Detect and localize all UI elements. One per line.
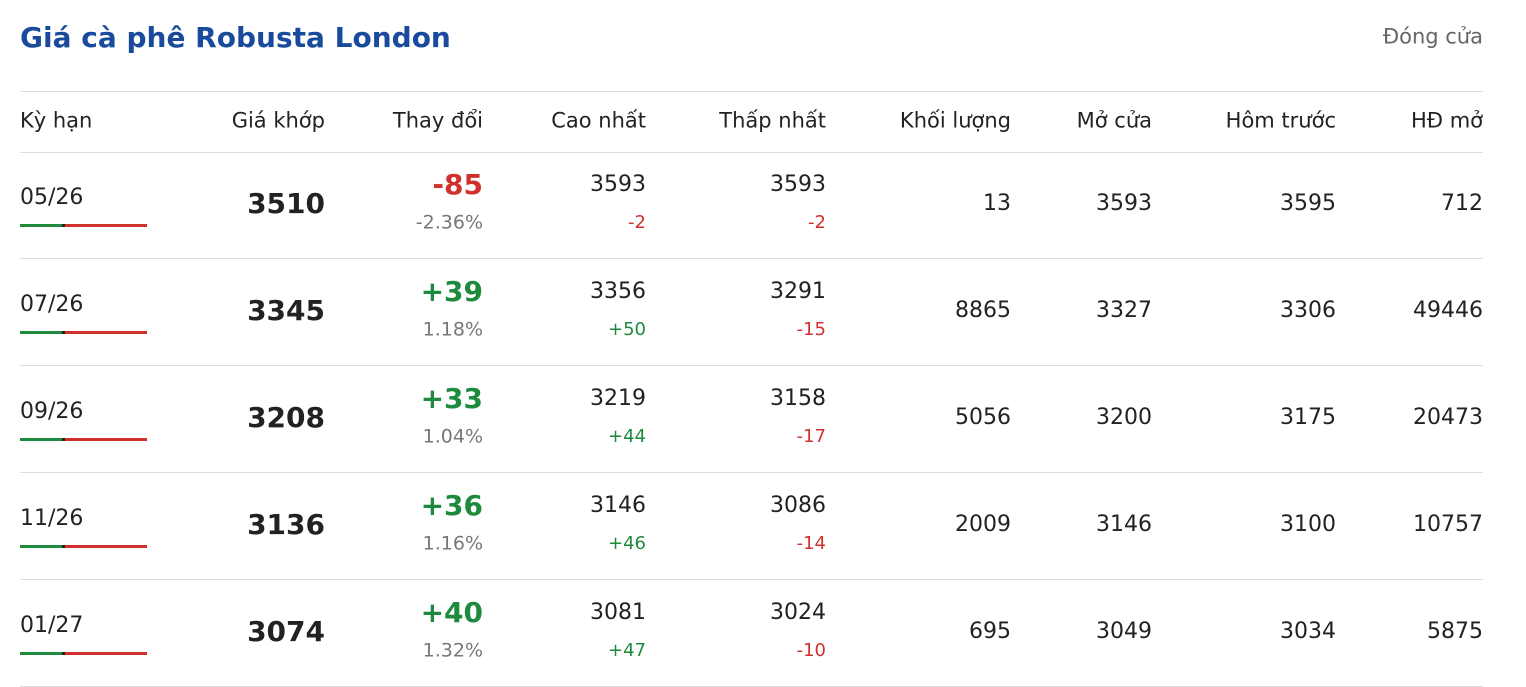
price: 3208 xyxy=(247,401,325,434)
column-header: Hôm trước xyxy=(1225,108,1336,133)
high: 3356 xyxy=(590,279,646,304)
price: 3345 xyxy=(247,294,325,327)
range-bar-high xyxy=(65,438,147,441)
change-pct: 1.18% xyxy=(422,318,483,341)
volume: 5056 xyxy=(955,405,1011,430)
prev: 3595 xyxy=(1280,191,1336,216)
high: 3081 xyxy=(590,600,646,625)
price: 3136 xyxy=(247,508,325,541)
low-change: -2 xyxy=(808,212,826,233)
title: Giá cà phê Robusta London xyxy=(20,21,451,54)
price: 3074 xyxy=(247,615,325,648)
volume: 8865 xyxy=(955,298,1011,323)
high: 3219 xyxy=(590,386,646,411)
status: Đóng cửa xyxy=(1382,24,1483,49)
column-header: Thay đổi xyxy=(392,108,483,133)
high: 3593 xyxy=(590,172,646,197)
range-bar-marker xyxy=(62,545,65,548)
divider xyxy=(20,472,1483,473)
range-bar-low xyxy=(20,545,62,548)
oi: 20473 xyxy=(1413,405,1483,430)
volume: 13 xyxy=(983,191,1011,216)
range-bar-high xyxy=(65,545,147,548)
open: 3049 xyxy=(1096,619,1152,644)
range-bar-marker xyxy=(62,224,65,227)
prev: 3306 xyxy=(1280,298,1336,323)
volume: 2009 xyxy=(955,512,1011,537)
term: 11/26 xyxy=(20,506,84,531)
low-change: -14 xyxy=(796,533,826,554)
low: 3593 xyxy=(770,172,826,197)
open: 3327 xyxy=(1096,298,1152,323)
column-header: Khối lượng xyxy=(899,108,1011,133)
open: 3146 xyxy=(1096,512,1152,537)
low: 3024 xyxy=(770,600,826,625)
divider xyxy=(20,579,1483,580)
divider xyxy=(20,152,1483,153)
change-pct: 1.16% xyxy=(422,532,483,555)
column-header: Kỳ hạn xyxy=(20,108,93,133)
range-bar-high xyxy=(65,224,147,227)
high: 3146 xyxy=(590,493,646,518)
high-change: -2 xyxy=(628,212,646,233)
low-change: -10 xyxy=(796,640,826,661)
divider xyxy=(20,365,1483,366)
change: +33 xyxy=(420,382,483,415)
low: 3291 xyxy=(770,279,826,304)
high-change: +46 xyxy=(608,533,646,554)
oi: 49446 xyxy=(1413,298,1483,323)
volume: 695 xyxy=(969,619,1011,644)
change-pct: -2.36% xyxy=(415,211,483,234)
range-bar-high xyxy=(65,331,147,334)
oi: 712 xyxy=(1441,191,1483,216)
high-change: +44 xyxy=(608,426,646,447)
low: 3086 xyxy=(770,493,826,518)
oi: 5875 xyxy=(1427,619,1483,644)
change-pct: 1.04% xyxy=(422,425,483,448)
range-bar-low xyxy=(20,224,62,227)
low-change: -15 xyxy=(796,319,826,340)
range-bar-low xyxy=(20,438,62,441)
change: +40 xyxy=(420,596,483,629)
change: +39 xyxy=(420,275,483,308)
high-change: +50 xyxy=(608,319,646,340)
column-header: Giá khớp xyxy=(231,108,325,133)
range-bar-marker xyxy=(62,652,65,655)
change-pct: 1.32% xyxy=(422,639,483,662)
term: 01/27 xyxy=(20,613,84,638)
change: +36 xyxy=(420,489,483,522)
column-header: Thấp nhất xyxy=(719,108,826,133)
term: 09/26 xyxy=(20,399,84,424)
column-header: HĐ mở xyxy=(1410,108,1483,133)
prev: 3100 xyxy=(1280,512,1336,537)
column-header: Cao nhất xyxy=(551,108,646,133)
open: 3200 xyxy=(1096,405,1152,430)
price: 3510 xyxy=(247,187,325,220)
prev: 3034 xyxy=(1280,619,1336,644)
low: 3158 xyxy=(770,386,826,411)
range-bar-low xyxy=(20,331,62,334)
range-bar-high xyxy=(65,652,147,655)
range-bar-marker xyxy=(62,331,65,334)
prev: 3175 xyxy=(1280,405,1336,430)
change: -85 xyxy=(432,168,483,201)
divider xyxy=(20,91,1483,92)
term: 05/26 xyxy=(20,185,84,210)
oi: 10757 xyxy=(1413,512,1483,537)
high-change: +47 xyxy=(608,640,646,661)
low-change: -17 xyxy=(796,426,826,447)
column-header: Mở cửa xyxy=(1076,108,1152,133)
range-bar-low xyxy=(20,652,62,655)
range-bar-marker xyxy=(62,438,65,441)
open: 3593 xyxy=(1096,191,1152,216)
term: 07/26 xyxy=(20,292,84,317)
divider xyxy=(20,258,1483,259)
